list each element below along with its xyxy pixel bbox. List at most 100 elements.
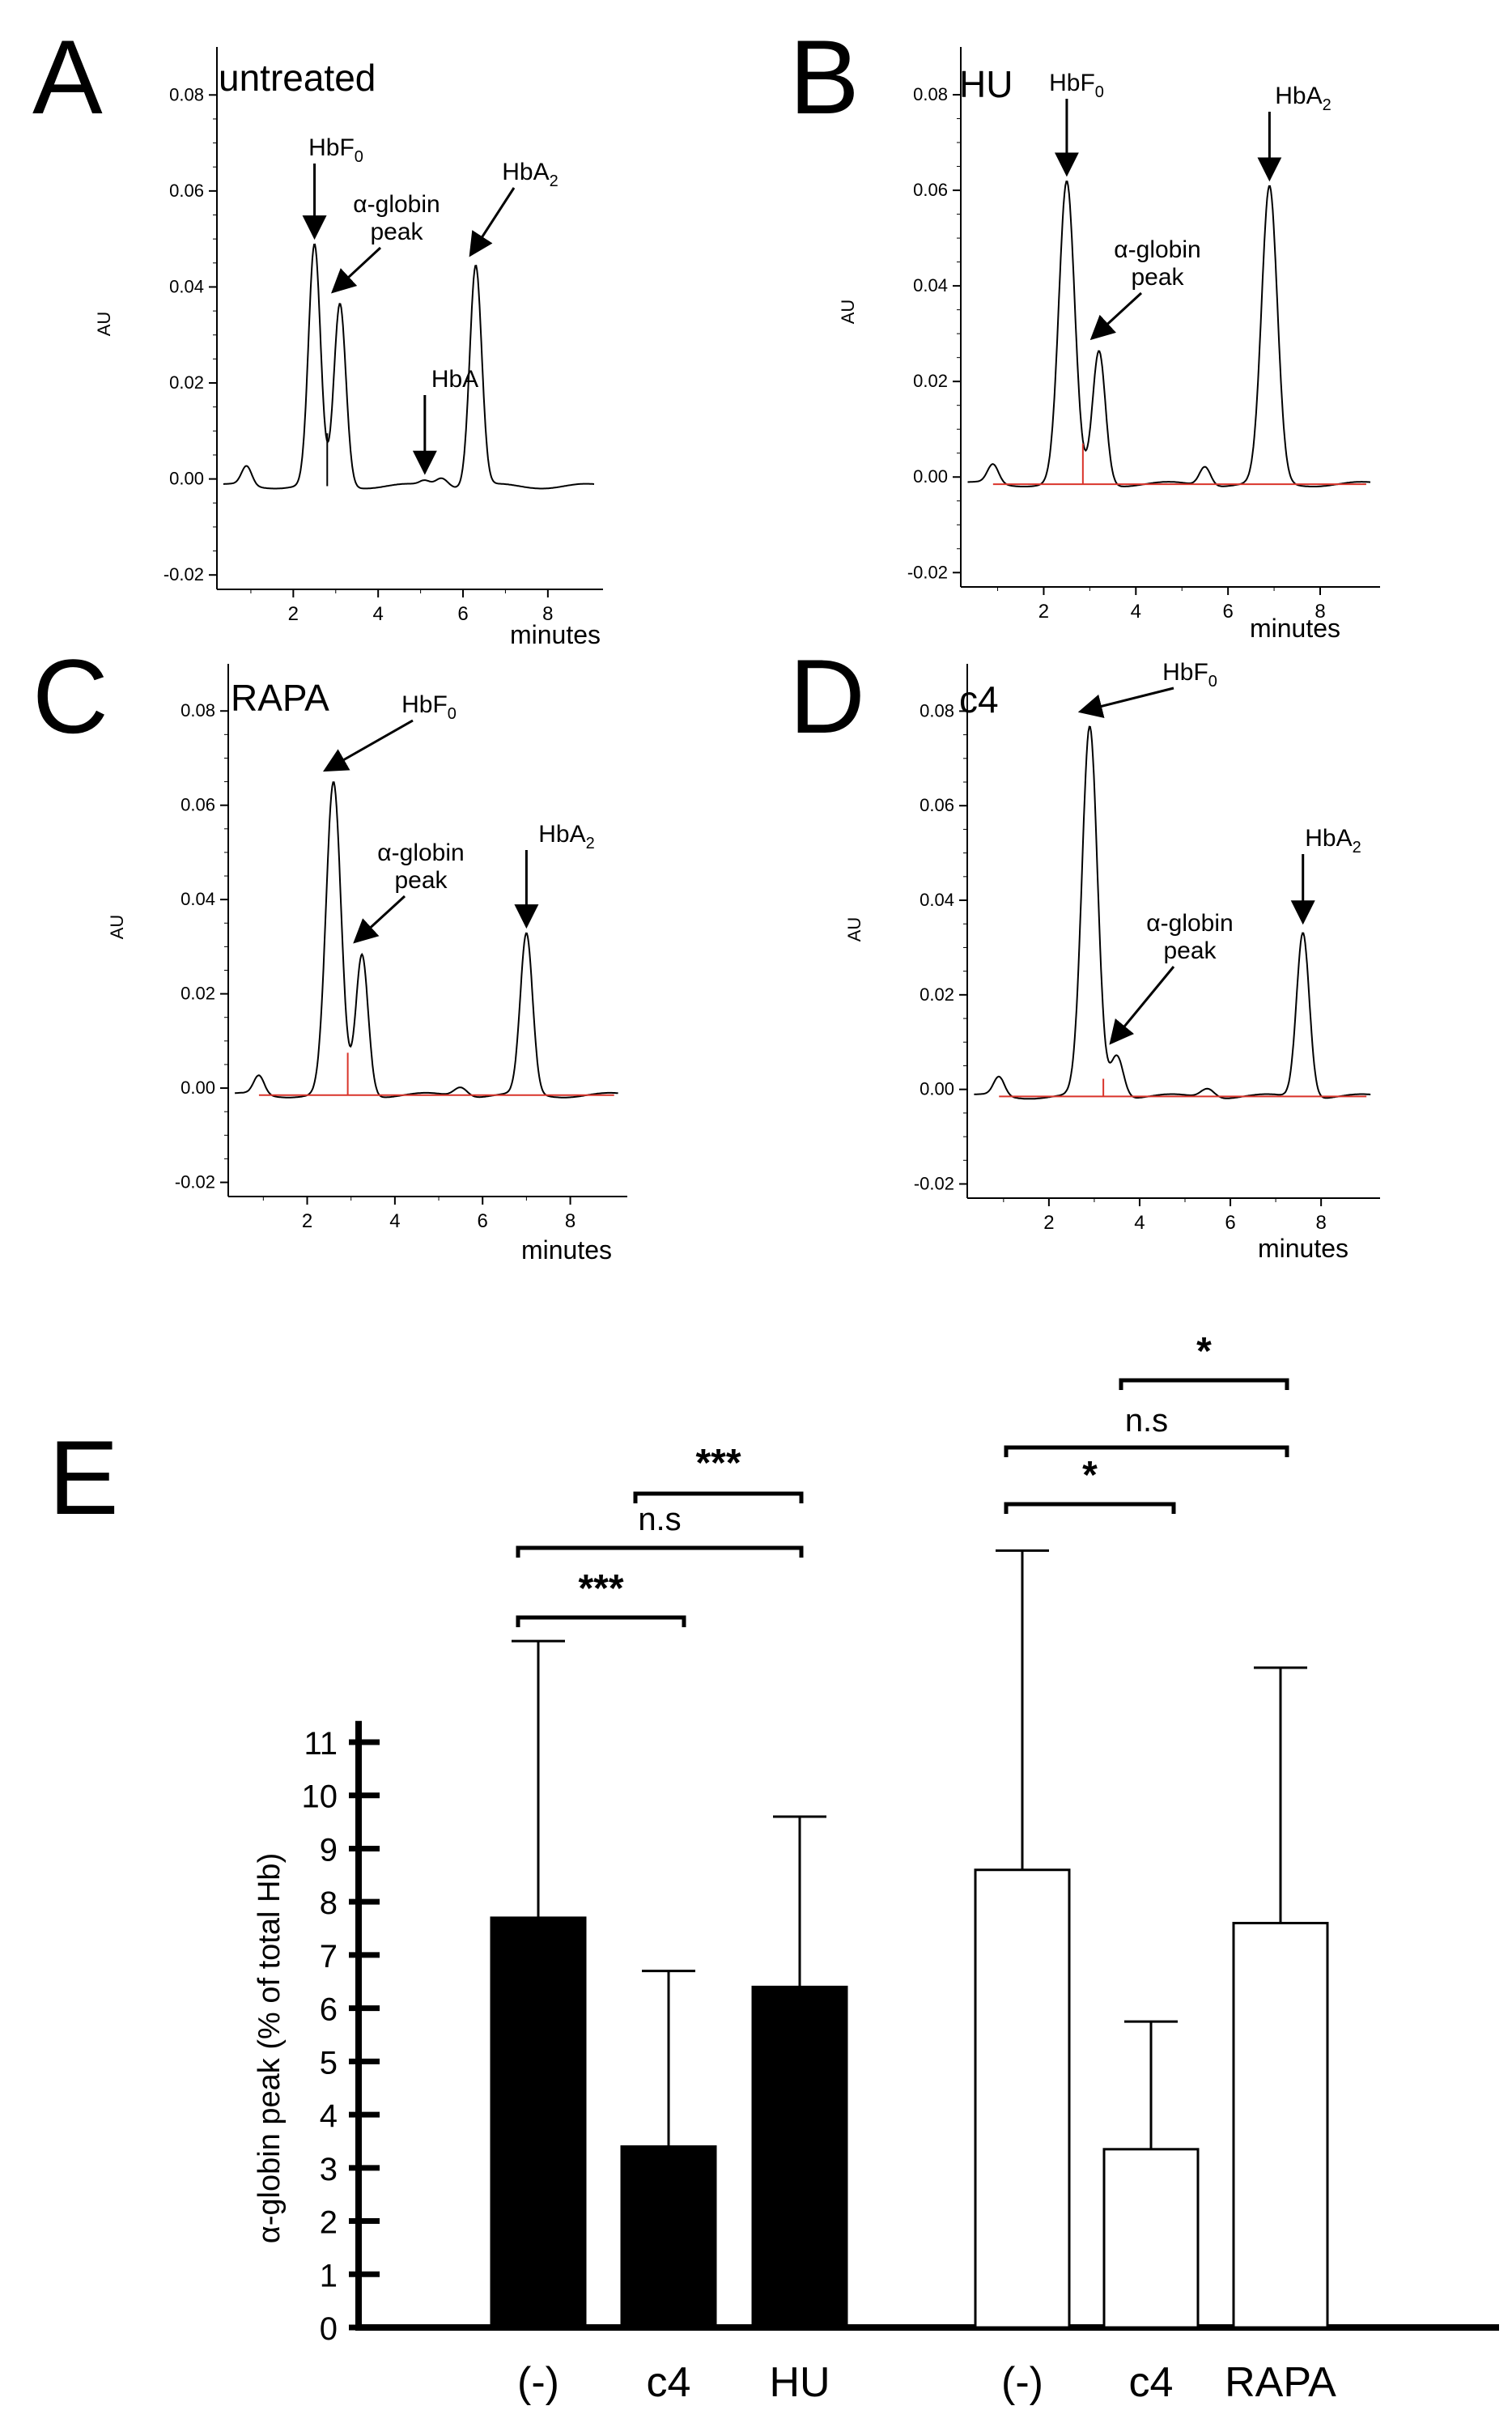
panel-c-xlabel: minutes xyxy=(521,1235,612,1265)
panel-a-peak-name: HbA2 xyxy=(502,159,558,190)
panel-e-ytick-label: 1 xyxy=(320,2258,338,2293)
significance-line xyxy=(1119,1378,1289,1390)
panel-d-ytick-label: 0.02 xyxy=(920,984,954,1005)
panel-a-ytick-label: 0.04 xyxy=(169,276,204,296)
panel-a-peak-name: α-globin xyxy=(353,191,440,218)
panel-c-peak-arrow xyxy=(353,895,406,944)
panel-d-trace xyxy=(974,725,1371,1100)
panel-c-xtick-label: 8 xyxy=(565,1210,575,1232)
significance-bracket: *** xyxy=(516,1567,686,1627)
panel-b-trace xyxy=(967,181,1371,487)
panel-a-peak-name: HbA xyxy=(431,366,478,393)
panel-a-peak-name: HbF0 xyxy=(308,134,363,166)
panel-b-peak-label: HbA2 xyxy=(1257,83,1331,182)
panel-a-peak-label: HbA xyxy=(412,366,478,475)
panel-e-ytick-label: 6 xyxy=(320,1992,338,2028)
panel-a-treatment: untreated xyxy=(219,57,376,99)
panel-c-xtick-label: 2 xyxy=(302,1210,312,1232)
significance-line xyxy=(1004,1502,1176,1514)
significance-label: *** xyxy=(695,1442,741,1485)
panel-b-ytick-label: 0.06 xyxy=(913,180,948,200)
panel-c-ytick-label: -0.02 xyxy=(175,1172,215,1192)
significance-bracket: n.s xyxy=(516,1502,804,1558)
panel-b-chromatogram: 0.08 0.06 0.04 0.02 0.00 -0.02 2 4 6 8 HbF0 α-globi… xyxy=(907,47,1380,623)
panel-d-xlabel: minutes xyxy=(1258,1234,1348,1263)
panel-a-ylabel: AU xyxy=(94,312,114,337)
panel-e-ytick-label: 11 xyxy=(304,1726,338,1762)
panel-a-letter: A xyxy=(32,18,103,136)
panel-c-xtick-label: 6 xyxy=(478,1210,488,1232)
panel-c-ytick-label: 0.02 xyxy=(181,984,215,1004)
panel-e-ytick-label: 8 xyxy=(320,1885,338,1921)
bar-open-c4 xyxy=(1102,2148,1200,2329)
panel-c-peak-subscript: 2 xyxy=(586,835,595,852)
bar-filled-ctrl xyxy=(490,1916,587,2329)
panel-a-ytick-label: 0.06 xyxy=(169,181,204,201)
bar-filled-HU xyxy=(751,1985,848,2329)
panel-d-peak-arrow xyxy=(1109,966,1175,1045)
panel-e-ytick-label: 2 xyxy=(320,2205,338,2241)
bar-category-label: HU xyxy=(769,2359,830,2406)
bar-category-label: (-) xyxy=(517,2359,559,2406)
panel-c-trace xyxy=(235,781,618,1099)
panel-a-ytick-label: 0.02 xyxy=(169,372,204,393)
panel-b-xtick-label: 2 xyxy=(1038,601,1049,623)
panel-b-xtick-label: 6 xyxy=(1222,601,1233,623)
significance-line xyxy=(516,1545,804,1558)
significance-bracket: * xyxy=(1119,1330,1289,1390)
panel-b-ytick-label: 0.04 xyxy=(913,275,948,295)
panel-c-peak-name: α-globin xyxy=(377,840,464,866)
panel-b-peak-label: HbF0 xyxy=(1049,70,1104,177)
panel-e-ytick-label: 0 xyxy=(320,2311,338,2347)
panel-d-letter: D xyxy=(789,637,865,755)
bar-category-label: RAPA xyxy=(1225,2359,1336,2406)
panel-d-ytick-label: 0.00 xyxy=(920,1079,954,1099)
panel-d-ytick-label: 0.04 xyxy=(920,890,954,910)
panel-b-ytick-label: -0.02 xyxy=(907,562,948,582)
panel-b: B HU AU minutes 0.08 0.06 0.04 0.02 0.00 -0.0… xyxy=(789,18,1380,643)
panel-b-ytick-label: 0.00 xyxy=(913,466,948,487)
panel-b-ytick-label: 0.08 xyxy=(913,84,948,104)
panel-c-peak-name: HbA2 xyxy=(538,821,594,852)
panel-b-treatment: HU xyxy=(959,63,1013,105)
significance-label: n.s xyxy=(1125,1403,1168,1439)
panel-c-ylabel: AU xyxy=(107,915,127,940)
panel-b-peak-name: α-globin xyxy=(1114,236,1200,263)
panel-c-peak-subscript: 0 xyxy=(448,705,457,723)
panel-d-peak-subscript: 2 xyxy=(1353,839,1361,857)
panel-a-xtick-label: 4 xyxy=(373,603,384,625)
significance-label: * xyxy=(1196,1330,1212,1373)
panel-a-xtick-label: 8 xyxy=(542,603,553,625)
panel-d-treatment: c4 xyxy=(959,678,999,721)
panel-d: D c4 AU minutes 0.08 0.06 0.04 0.02 0.00 -0.0… xyxy=(789,637,1380,1263)
panel-d-ytick-label: 0.06 xyxy=(920,795,954,815)
panel-a-peak-subscript: 2 xyxy=(550,172,559,190)
panel-e-ytick-label: 7 xyxy=(320,1939,338,1975)
panel-e-ytick-label: 4 xyxy=(320,2098,338,2134)
panel-c-peak-label: HbF0 xyxy=(322,691,457,772)
panel-b-peak-arrow xyxy=(1089,291,1143,341)
panel-c-xtick-label: 4 xyxy=(389,1210,400,1232)
significance-line xyxy=(1004,1445,1289,1457)
panel-b-xtick-label: 4 xyxy=(1131,601,1141,623)
panel-d-chromatogram: 0.08 0.06 0.04 0.02 0.00 -0.02 2 4 6 8 HbF0 α-globi… xyxy=(914,659,1380,1234)
panel-b-peak-name: HbA2 xyxy=(1275,83,1331,114)
panel-c: C RAPA AU minutes 0.08 0.06 0.04 0.02 0.00 -0… xyxy=(32,637,627,1265)
bar-category-label: c4 xyxy=(647,2359,691,2406)
panel-a-peak-name-line2: peak xyxy=(370,219,423,245)
panel-e: E α-globin peak (% of total Hb) 0 1 2 3 4 5 6 7… xyxy=(49,1330,1499,2406)
panel-e-ylabel: α-globin peak (% of total Hb) xyxy=(253,1853,287,2243)
panel-d-peak-arrow xyxy=(1077,687,1174,718)
panel-d-peak-name-line2: peak xyxy=(1163,937,1217,964)
panel-b-xtick-label: 8 xyxy=(1315,601,1325,623)
panel-d-peak-name: α-globin xyxy=(1146,910,1233,937)
significance-bracket: n.s xyxy=(1004,1403,1289,1457)
significance-bracket: *** xyxy=(633,1442,804,1503)
panel-d-peak-name: HbF0 xyxy=(1162,659,1217,691)
significance-bracket: * xyxy=(1004,1454,1176,1514)
